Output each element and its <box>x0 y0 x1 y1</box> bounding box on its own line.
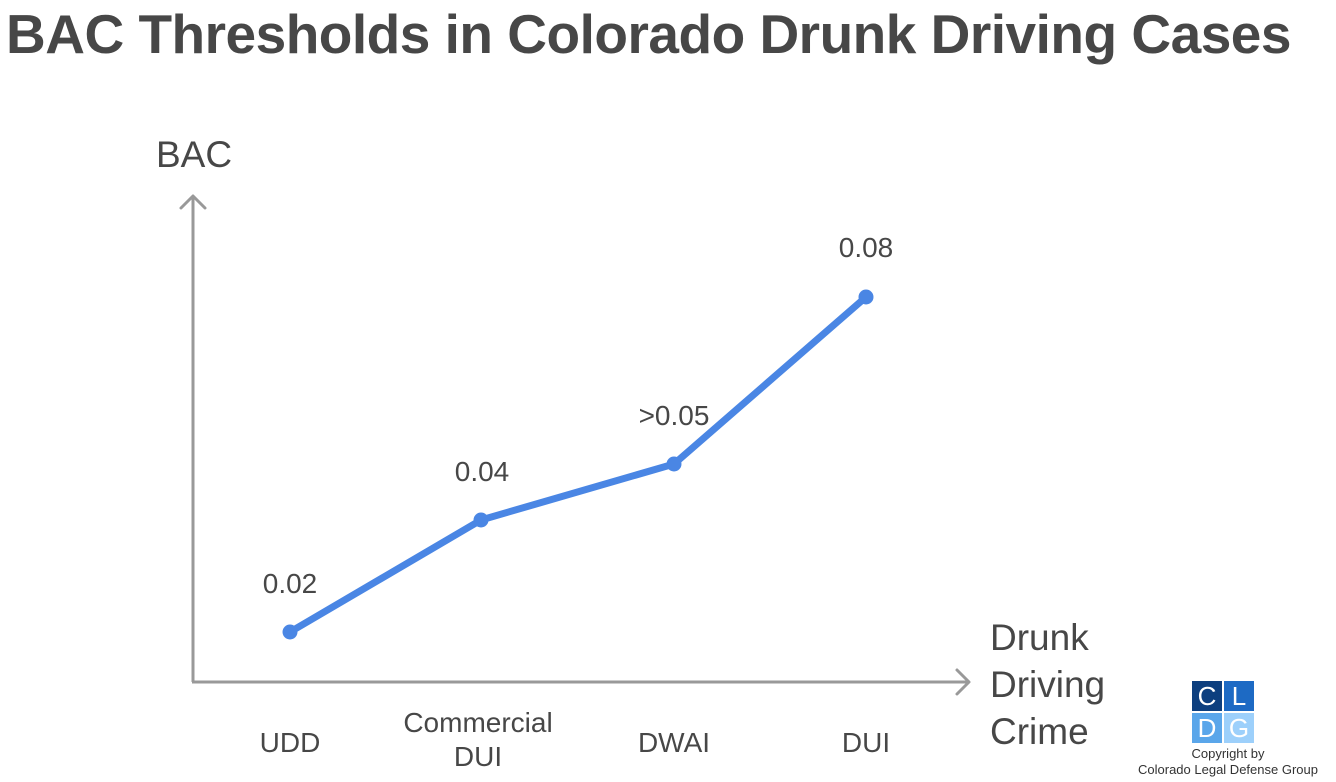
logo-cell-l: L <box>1224 681 1254 711</box>
value-label-commercial-dui: 0.04 <box>454 456 510 487</box>
chart-title: BAC Thresholds in Colorado Drunk Driving… <box>6 3 1291 65</box>
x-axis-label-line: Driving <box>990 664 1106 705</box>
logo-cell-c: C <box>1192 681 1222 711</box>
category-label-line: Commercial <box>403 707 553 738</box>
x-axis-label-line: Drunk <box>990 617 1089 658</box>
data-point-commercial-dui <box>473 512 489 528</box>
category-label-line: DUI <box>453 741 503 772</box>
category-label-line: DWAI <box>637 727 711 758</box>
cldg-logo-icon: C L D G <box>1192 681 1254 743</box>
value-label-udd: 0.02 <box>262 568 318 599</box>
copyright-line: Colorado Legal Defense Group <box>1138 762 1318 777</box>
data-line <box>286 293 870 636</box>
x-axis-label-line: Crime <box>990 711 1089 752</box>
data-point-dui <box>858 289 874 305</box>
y-axis-label: BAC <box>156 134 233 175</box>
value-label-dui: 0.08 <box>838 232 894 263</box>
category-label-line: UDD <box>259 727 321 758</box>
category-label-line: DUI <box>841 727 891 758</box>
y-axis-arrow-icon <box>179 194 207 210</box>
data-point-udd <box>282 624 298 640</box>
value-label-dwai: >0.05 <box>638 400 710 431</box>
category-label-dwai: DWAI <box>638 726 710 760</box>
category-label-dui: DUI <box>842 726 890 760</box>
x-axis-label: Drunk Driving Crime <box>990 614 1105 755</box>
logo-cell-g: G <box>1224 713 1254 743</box>
copyright-line: Copyright by <box>1191 746 1265 761</box>
category-label-udd: UDD <box>260 726 321 760</box>
copyright-notice: Copyright by Colorado Legal Defense Grou… <box>1120 746 1336 778</box>
data-point-dwai <box>666 456 682 472</box>
category-label-commercial-dui: Commercial DUI <box>403 706 552 774</box>
logo-cell-d: D <box>1192 713 1222 743</box>
x-axis-arrow-icon <box>955 668 971 696</box>
